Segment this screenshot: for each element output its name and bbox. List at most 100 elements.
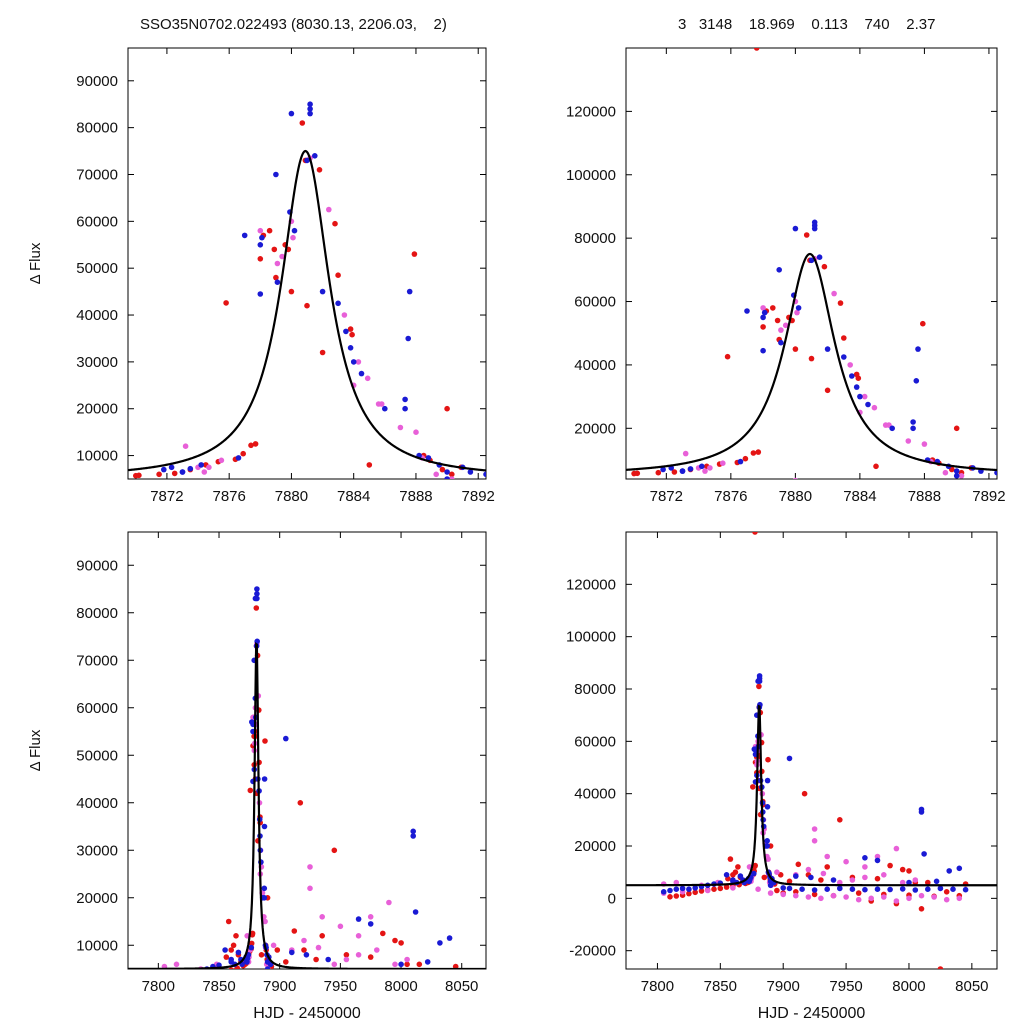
data-point-pink xyxy=(704,887,711,894)
data-point-red xyxy=(248,940,255,947)
data-point-blue xyxy=(673,886,680,892)
data-point-blue xyxy=(402,405,408,412)
data-point-pink xyxy=(206,464,212,471)
y-tick-label: 80000 xyxy=(76,120,118,137)
data-point-blue xyxy=(811,225,818,232)
data-point-blue xyxy=(325,956,332,963)
data-point-pink xyxy=(843,858,849,865)
data-point-red xyxy=(248,442,254,449)
data-point-blue xyxy=(956,865,963,872)
data-point-red xyxy=(335,272,341,279)
data-point-pink xyxy=(760,305,766,311)
y-tick-label: 80000 xyxy=(574,230,616,247)
x-tick-label: 7950 xyxy=(829,978,862,995)
data-point-red xyxy=(724,353,731,360)
data-point-blue xyxy=(350,359,357,365)
data-point-pink xyxy=(958,473,965,479)
data-point-pink xyxy=(337,923,344,930)
data-point-blue xyxy=(679,885,686,892)
data-point-red xyxy=(416,961,423,968)
data-point-pink xyxy=(201,469,208,475)
data-point-blue xyxy=(751,870,757,877)
data-point-pink xyxy=(849,877,856,883)
data-point-pink xyxy=(730,885,736,891)
data-point-blue xyxy=(168,464,175,471)
x-tick-label: 7872 xyxy=(650,488,683,505)
data-point-red xyxy=(223,300,229,306)
data-point-blue xyxy=(424,959,431,965)
data-point-red xyxy=(667,894,673,900)
x-axis-label: HJD - 2450000 xyxy=(758,1005,866,1022)
data-point-pink xyxy=(301,937,307,944)
y-tick-label: 90000 xyxy=(76,73,118,90)
data-point-red xyxy=(655,469,662,476)
data-point-blue xyxy=(862,855,868,861)
data-point-red xyxy=(671,469,678,475)
data-point-pink xyxy=(881,894,887,900)
y-tick-label: 70000 xyxy=(76,166,118,183)
panel-bottom-right: 7800 7850 7900 7950 8000 8050 -20000 0 20000 4000… xyxy=(566,531,998,1022)
data-point-pink xyxy=(912,877,919,883)
data-point-red xyxy=(319,933,326,939)
data-point-red xyxy=(331,847,338,854)
y-tick-label: 60000 xyxy=(76,213,118,230)
data-point-red xyxy=(855,375,862,382)
data-point-pink xyxy=(270,942,277,949)
data-point-red xyxy=(380,930,386,937)
x-tick-label: 8050 xyxy=(955,978,988,995)
data-point-blue xyxy=(808,874,814,881)
data-point-red xyxy=(821,263,828,270)
data-point-pink xyxy=(811,838,818,844)
data-point-blue xyxy=(244,959,250,965)
data-point-red xyxy=(887,862,893,869)
y-tick-label: 120000 xyxy=(566,103,616,120)
data-point-pink xyxy=(868,895,874,902)
data-point-pink xyxy=(780,891,786,898)
y-tick-label: 100000 xyxy=(566,629,616,646)
data-point-pink xyxy=(682,450,689,457)
data-point-blue xyxy=(764,838,770,844)
data-point-blue xyxy=(467,469,474,475)
data-point-red xyxy=(288,288,295,295)
data-point-red xyxy=(249,930,256,937)
data-point-blue xyxy=(444,476,450,479)
data-point-red xyxy=(301,947,307,953)
plot-frame xyxy=(625,47,998,480)
x-tick-label: 8000 xyxy=(892,978,925,995)
data-point-pink xyxy=(404,956,410,963)
data-point-pink xyxy=(824,853,830,860)
data-point-pink xyxy=(861,393,868,400)
data-point-blue xyxy=(906,879,912,886)
data-point-red xyxy=(223,954,230,960)
data-point-pink xyxy=(874,853,881,860)
y-tick-label: 20000 xyxy=(574,838,616,855)
data-point-pink xyxy=(793,892,799,899)
plot-frame xyxy=(127,47,487,480)
x-tick-label: 7892 xyxy=(972,488,1005,505)
data-point-blue xyxy=(289,949,295,956)
data-point-red xyxy=(313,956,319,963)
y-tick-label: 20000 xyxy=(76,401,118,418)
data-point-red xyxy=(750,450,757,456)
y-tick-label: 50000 xyxy=(76,260,118,277)
data-point-blue xyxy=(764,777,771,784)
y-tick-label: 20000 xyxy=(574,420,616,437)
data-point-pink xyxy=(774,869,780,875)
data-point-blue xyxy=(367,921,374,927)
data-point-red xyxy=(735,864,741,870)
data-point-blue xyxy=(760,347,766,354)
data-point-blue xyxy=(410,828,417,835)
data-point-red xyxy=(367,954,374,960)
data-point-red xyxy=(808,355,815,362)
data-point-blue xyxy=(687,466,694,472)
data-point-blue xyxy=(437,940,443,946)
y-axis-label: Δ Flux xyxy=(27,729,44,771)
data-point-blue xyxy=(737,458,744,465)
data-point-pink xyxy=(315,944,322,951)
data-point-pink xyxy=(905,438,912,444)
y-tick-label: 120000 xyxy=(566,576,616,593)
data-point-blue xyxy=(303,952,310,958)
data-point-red xyxy=(918,906,925,912)
data-point-red xyxy=(347,326,354,332)
